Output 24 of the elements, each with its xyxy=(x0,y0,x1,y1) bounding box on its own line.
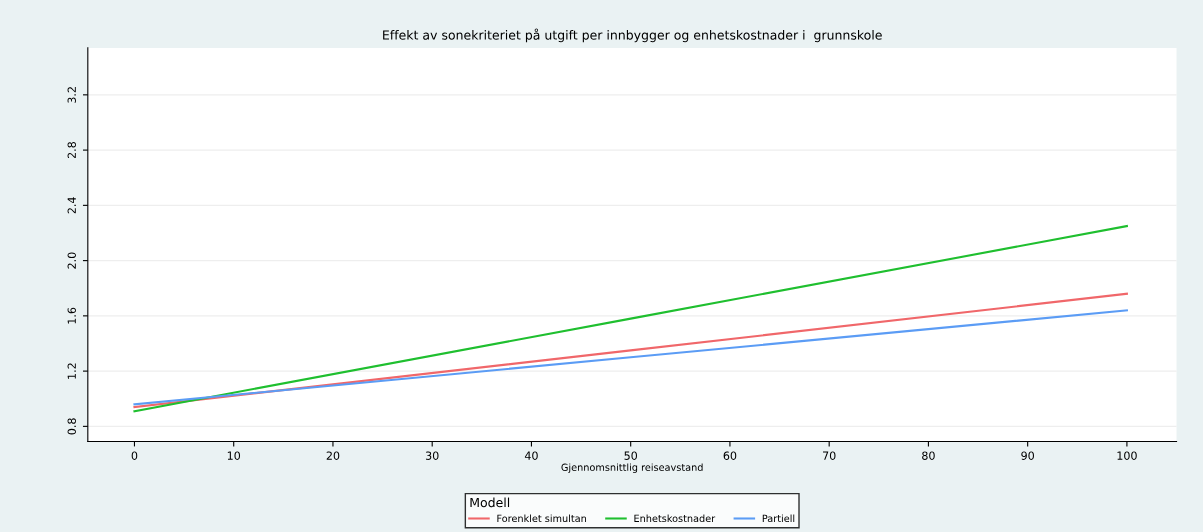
x-tick-label: 60 xyxy=(723,451,737,460)
x-tick-label: 0 xyxy=(131,451,138,460)
x-tick-label: 40 xyxy=(524,451,538,460)
y-tick-label: 2.4 xyxy=(67,197,76,214)
y-tick-label: 0.8 xyxy=(67,418,76,435)
chart-title: Effekt av sonekriteriet på utgift per innbygger og enhetskostnader i grunnskole xyxy=(383,28,882,43)
y-tick-label: 1.2 xyxy=(67,363,76,379)
x-tick-label: 90 xyxy=(1021,451,1034,460)
x-tick-label: 100 xyxy=(1117,451,1137,460)
y-tick-label: 3.2 xyxy=(67,87,76,103)
x-tick-label: 50 xyxy=(624,451,638,460)
y-tick-label: 2.8 xyxy=(67,142,76,159)
y-tick-label: 2.0 xyxy=(67,252,76,269)
x-tick-label: 10 xyxy=(227,451,241,460)
legend-label: Enhetskostnader xyxy=(634,514,716,523)
legend-label: Partiell xyxy=(762,514,795,523)
legend-title: Modell xyxy=(470,497,510,508)
x-axis-title: Gjennomsnittlig reiseavstand xyxy=(561,463,703,473)
x-tick-label: 30 xyxy=(425,451,439,460)
x-tick-label: 80 xyxy=(922,451,935,460)
legend-label: Forenklet simultan xyxy=(497,514,586,523)
y-tick-label: 1.6 xyxy=(67,307,76,324)
x-tick-label: 70 xyxy=(823,451,836,460)
x-tick-label: 20 xyxy=(326,451,340,460)
